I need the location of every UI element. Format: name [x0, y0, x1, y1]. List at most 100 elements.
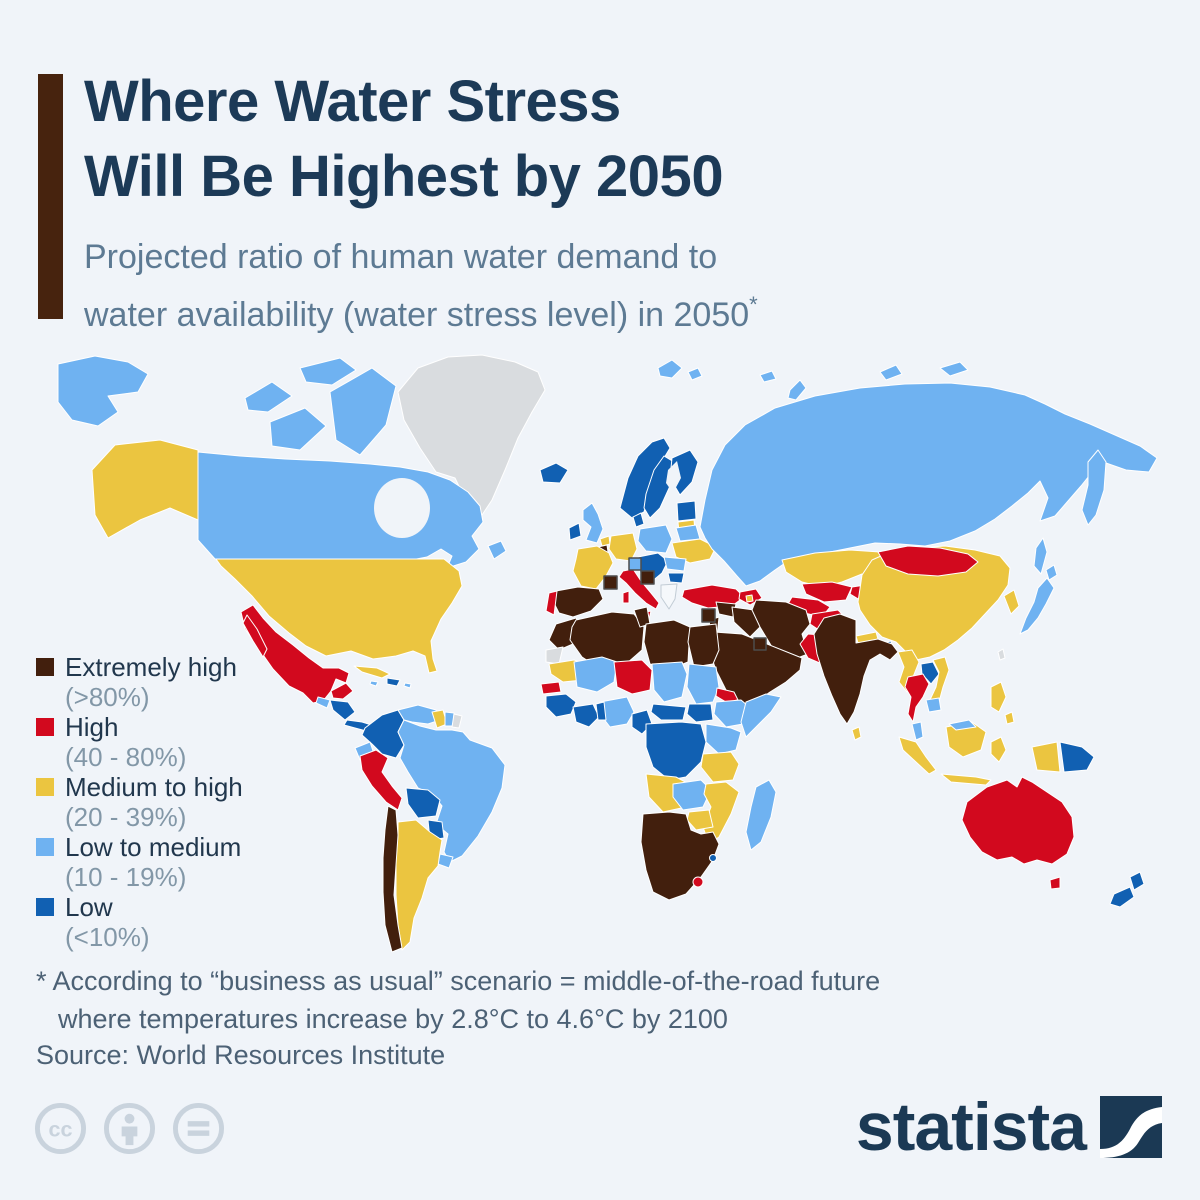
no-derivatives-icon[interactable]	[172, 1102, 225, 1155]
mongolia	[877, 545, 979, 577]
mexico	[240, 604, 350, 704]
cc-icon[interactable]: cc	[34, 1102, 87, 1155]
micro-state-box	[603, 575, 618, 590]
iraq	[731, 606, 761, 638]
sumatra	[898, 736, 937, 775]
australia	[961, 776, 1075, 865]
legend-swatch-medium-to-high	[36, 778, 54, 796]
borneo-indonesia	[945, 721, 987, 758]
legend-range: (20 - 39%)	[65, 802, 187, 832]
mali-burkina	[573, 656, 618, 693]
french-guiana	[451, 713, 463, 729]
estonia-latvia	[676, 500, 697, 522]
honduras-nicaragua	[329, 699, 356, 721]
legend-item-high: High (40 - 80%)	[36, 712, 243, 772]
congo-drc	[645, 721, 707, 781]
statista-brand[interactable]: statista	[856, 1092, 1162, 1162]
poland-czechia	[637, 524, 673, 554]
java	[940, 773, 992, 786]
chad	[651, 661, 688, 703]
india-bangladesh	[813, 613, 899, 725]
brazil	[397, 719, 506, 863]
micro-state-box	[701, 608, 716, 623]
armenia	[745, 594, 754, 603]
alaska	[91, 439, 199, 539]
romania	[663, 556, 687, 572]
map-arctic	[57, 354, 969, 516]
uganda-kenya	[705, 723, 742, 755]
kamchatka	[1081, 449, 1107, 526]
uzbekistan	[801, 581, 853, 603]
portugal	[545, 590, 558, 616]
taiwan	[997, 648, 1006, 661]
korea	[1003, 589, 1020, 615]
argentina	[395, 819, 443, 951]
france	[572, 545, 614, 590]
legend-label: Extremely high	[65, 652, 237, 682]
peru	[359, 749, 403, 811]
lesotho	[692, 876, 704, 888]
attribution-icon[interactable]	[103, 1102, 156, 1155]
map-micro-state-boxes	[603, 557, 767, 651]
greece	[660, 583, 678, 610]
jamaica	[369, 680, 379, 687]
bolivia	[405, 787, 441, 819]
netherlands	[599, 535, 611, 547]
mindanao	[1004, 711, 1015, 725]
newfoundland	[487, 540, 507, 560]
legend-item-low-to-medium: Low to medium (10 - 19%)	[36, 832, 243, 892]
tasmania	[1049, 876, 1061, 890]
legend-label: High	[65, 712, 119, 742]
map-north-america	[91, 439, 507, 733]
micro-state-box	[640, 570, 655, 585]
iceland	[539, 462, 569, 484]
title-line-1: Where Water Stress	[84, 69, 621, 134]
papua-new-guinea	[1059, 741, 1095, 773]
legend-item-medium-to-high: Medium to high (20 - 39%)	[36, 772, 243, 832]
legend-range: (10 - 19%)	[65, 862, 187, 892]
niger	[613, 659, 653, 695]
baja-california	[242, 614, 268, 658]
legend-swatch-low-to-medium	[36, 838, 54, 856]
world-water-stress-map	[57, 354, 1158, 953]
somalia	[740, 693, 782, 738]
bulgaria	[667, 572, 685, 584]
guatemala	[315, 696, 331, 709]
italy	[618, 568, 660, 610]
micro-state-box	[628, 557, 642, 571]
tanzania	[700, 751, 740, 783]
senegal	[540, 681, 562, 695]
germany	[608, 532, 638, 562]
legend-label: Medium to high	[65, 772, 243, 802]
sulawesi	[990, 736, 1007, 763]
united-kingdom	[582, 502, 604, 544]
guinea	[545, 693, 577, 718]
philippines	[990, 681, 1007, 713]
gulf-of-bothnia	[666, 461, 681, 493]
belarus	[675, 524, 701, 542]
footnote-line-1: * According to “business as usual” scena…	[36, 966, 881, 996]
micro-state-box	[753, 637, 767, 651]
subtitle-line-2: water availability (water stress level) …	[84, 292, 758, 334]
puerto-rico	[403, 682, 412, 689]
ireland	[568, 522, 582, 541]
peninsular-malaysia	[911, 721, 924, 741]
sudan	[686, 663, 720, 705]
benin-togo	[595, 701, 607, 721]
hudson-bay	[374, 478, 430, 538]
legend-label: Low	[65, 892, 113, 922]
map-russia-central-asia	[699, 382, 1158, 618]
united-states	[215, 558, 463, 674]
japan	[1019, 577, 1055, 635]
greenland	[397, 354, 546, 516]
map-europe	[539, 437, 745, 620]
madagascar	[745, 779, 777, 851]
footnote: * According to “business as usual” scena…	[36, 962, 880, 1038]
statista-logo-icon	[1100, 1096, 1162, 1158]
uruguay	[437, 853, 454, 869]
page-title: Where Water Stress Will Be Highest by 20…	[84, 64, 724, 214]
subtitle-asterisk: *	[749, 292, 758, 317]
spain	[552, 586, 604, 618]
legend-range: (<10%)	[65, 922, 150, 952]
footnote-line-2: where temperatures increase by 2.8°C to …	[58, 1004, 728, 1034]
